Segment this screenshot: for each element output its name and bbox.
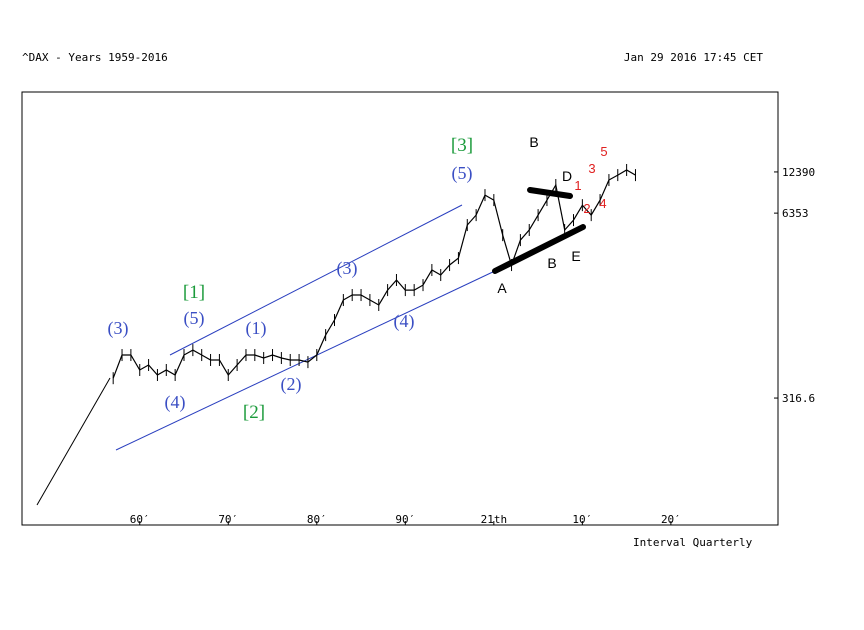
wave-label: (4) <box>165 392 186 413</box>
wave-label: E <box>571 248 580 264</box>
wave-label: (3) <box>108 318 129 339</box>
wave-label: D <box>562 168 572 184</box>
channel-upper <box>169 204 463 356</box>
triangle-line <box>527 187 573 199</box>
trend-line <box>36 377 111 506</box>
wave-label: 3 <box>588 161 595 176</box>
y-tick-label: 316.6 <box>782 392 815 405</box>
x-tick-label: 20′ <box>661 513 681 526</box>
wave-label: [2] <box>243 402 265 423</box>
chart-title: ^DAX - Years 1959-2016 <box>22 51 168 64</box>
wave-label: (5) <box>452 163 473 184</box>
wave-label: (1) <box>246 318 267 339</box>
price-line <box>112 169 636 379</box>
plot-frame <box>21 91 779 526</box>
x-tick-label: 80′ <box>307 513 327 526</box>
x-tick-label: 21th <box>481 513 508 526</box>
x-tick-label: 60′ <box>130 513 150 526</box>
x-tick-label: 70′ <box>218 513 238 526</box>
wave-label: [3] <box>451 135 473 156</box>
x-tick-label: 90′ <box>395 513 415 526</box>
triangle-line <box>492 224 586 274</box>
wave-label: 5 <box>600 144 607 159</box>
wave-label: 1 <box>574 178 581 193</box>
wave-label: 4 <box>599 196 606 211</box>
wave-label: A <box>497 280 507 296</box>
wave-label: 2 <box>583 201 590 216</box>
timestamp: Jan 29 2016 17:45 CET <box>624 51 763 64</box>
wave-label: (2) <box>281 374 302 395</box>
x-tick-label: 10′ <box>572 513 592 526</box>
channel-lower <box>115 269 498 451</box>
wave-label: [1] <box>183 282 205 303</box>
wave-label: (5) <box>184 308 205 329</box>
interval-label: Interval Quarterly <box>633 536 753 549</box>
wave-label: (4) <box>394 311 415 332</box>
wave-label: (3) <box>337 258 358 279</box>
y-tick-label: 6353 <box>782 207 809 220</box>
wave-label: B <box>529 134 538 150</box>
wave-label: B <box>547 255 556 271</box>
y-tick-label: 12390 <box>782 166 815 179</box>
